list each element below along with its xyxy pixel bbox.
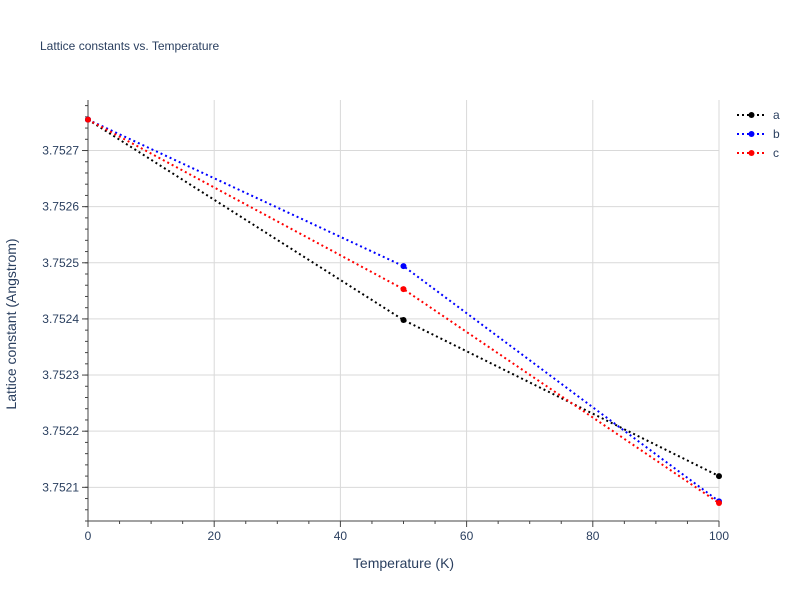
grid-layer (88, 100, 720, 521)
series-line-a (87, 118, 720, 477)
x-tick-label: 80 (586, 529, 600, 543)
x-tick-label: 40 (334, 529, 348, 543)
y-tick-label: 3.7525 (42, 256, 79, 270)
axes-layer: 0 20 40 60 80 100 3.7521 3.7522 3.7523 3.7524 3.75… (42, 100, 729, 543)
x-tick-label: 0 (85, 529, 92, 543)
legend-label-b: b (773, 127, 780, 141)
y-tick-label: 3.7521 (42, 480, 79, 494)
legend-item-c[interactable]: c (737, 146, 779, 160)
x-axis-title: Temperature (K) (353, 555, 454, 571)
legend-item-a[interactable]: a (737, 108, 780, 122)
data-point-a (400, 317, 407, 324)
chart-title: Lattice constants vs. Temperature (40, 39, 220, 53)
series-line-c (87, 118, 720, 504)
y-tick-label: 3.7526 (42, 200, 79, 214)
legend-marker-a (748, 112, 755, 118)
legend[interactable]: abc (737, 108, 780, 160)
legend-marker-c (748, 150, 755, 156)
x-tick-label: 60 (460, 529, 474, 543)
legend-label-a: a (773, 108, 780, 122)
series-line-b (87, 118, 720, 503)
data-point-c (85, 116, 91, 123)
legend-label-c: c (773, 146, 779, 160)
y-tick-label: 3.7524 (42, 312, 79, 326)
data-point-c (400, 286, 407, 293)
y-tick-label: 3.7522 (42, 424, 79, 438)
y-axis-title: Lattice constant (Angstrom) (3, 238, 19, 409)
legend-item-b[interactable]: b (737, 127, 780, 141)
x-tick-label: 20 (208, 529, 222, 543)
y-tick-label: 3.7527 (42, 144, 79, 158)
series-layer (85, 116, 722, 507)
data-point-a (716, 473, 722, 480)
legend-marker-b (748, 131, 755, 137)
y-tick-label: 3.7523 (42, 368, 79, 382)
data-point-b (400, 263, 407, 270)
x-tick-label: 100 (709, 529, 729, 543)
data-point-c (716, 500, 722, 507)
